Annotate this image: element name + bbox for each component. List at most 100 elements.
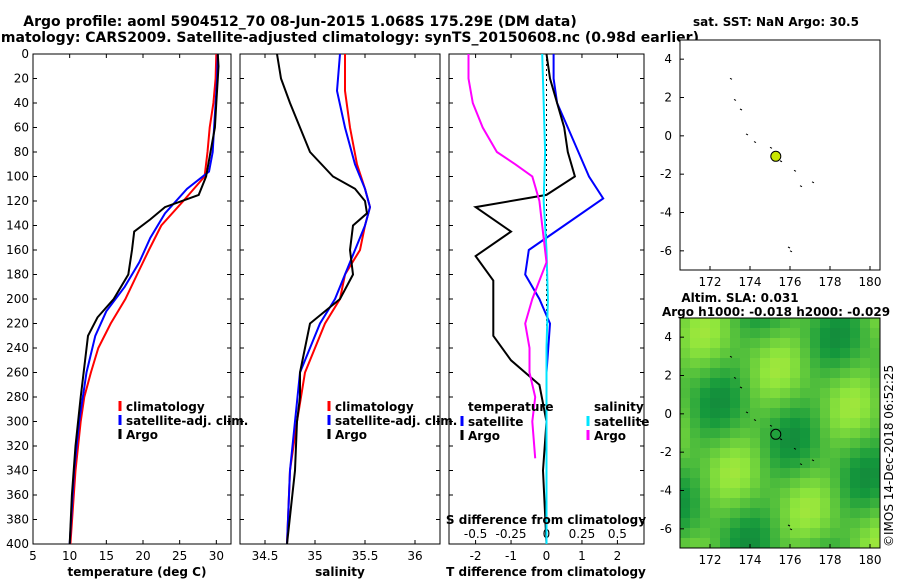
sla-cell [760, 348, 771, 359]
xtick-label: 178 [819, 553, 842, 567]
sla-cell [860, 428, 871, 439]
island-mark [733, 376, 737, 379]
sla-cell [710, 388, 721, 399]
sla-cell [800, 508, 811, 519]
xtick-label: 172 [699, 275, 722, 289]
sla-cell [760, 388, 771, 399]
sla-cell [850, 438, 861, 449]
sla-cell [820, 368, 831, 379]
sla-cell [710, 498, 721, 509]
sla-cell [740, 398, 751, 409]
sla-cell [760, 358, 771, 369]
sla-cell [690, 318, 701, 329]
ytick-label: 240 [6, 341, 29, 355]
island-mark [793, 447, 797, 450]
legend-s-satellite: satellite [594, 415, 649, 429]
sla-cell [840, 488, 851, 499]
sst_map-panel: 172 174 176 178 180 4 2 0 -2 -4 -6 [660, 39, 881, 289]
island-mark [739, 108, 743, 111]
sla-cell [790, 358, 801, 369]
sla-cell [810, 408, 821, 419]
sla-cell [700, 488, 711, 499]
sla-cell [720, 318, 731, 329]
sla-cell [830, 378, 841, 389]
xtick-label: 36 [407, 549, 422, 563]
sla-cell [830, 538, 841, 549]
xtick-label: 10 [62, 549, 77, 563]
island-mark [753, 141, 757, 144]
sla-cell [710, 508, 721, 519]
sla-cell [860, 478, 871, 489]
sla-cell [690, 328, 701, 339]
sla-cell [840, 368, 851, 379]
sla-cell [840, 398, 851, 409]
figure-title-line1: Argo profile: aoml 5904512_70 08-Jun-201… [23, 14, 576, 30]
sla-cell [720, 388, 731, 399]
sla-cell [790, 488, 801, 499]
xtick-top-label: 0.5 [608, 527, 627, 541]
ytick-label: 120 [6, 194, 29, 208]
sla-cell [730, 468, 741, 479]
sla-cell [840, 498, 851, 509]
ytick-label: 260 [6, 366, 29, 380]
sla-cell [690, 448, 701, 459]
xtick-label: 35 [307, 549, 322, 563]
sla-cell [850, 448, 861, 459]
temperature-series-climatology [69, 53, 218, 545]
sla-cell [680, 468, 691, 479]
sla-cell [720, 478, 731, 489]
ytick-label: 2 [664, 91, 672, 105]
sla-cell [720, 488, 731, 499]
sla-cell [680, 338, 691, 349]
sla-cell [750, 378, 761, 389]
sla-cell [820, 518, 831, 529]
sla-cell [770, 478, 781, 489]
sla-cell [810, 478, 821, 489]
sla-cell [790, 528, 801, 539]
xtick-top-label: 0.25 [569, 527, 596, 541]
sla-cell [690, 398, 701, 409]
sla-cell [720, 458, 731, 469]
ytick-label: 2 [664, 369, 672, 383]
temperature-panel: 0 20 40 60 80 100 120 140 160 180 200 220 240 260 280 3… [6, 47, 232, 563]
sla-cell [870, 328, 881, 339]
sla-cell [740, 478, 751, 489]
sla-cell [700, 418, 711, 429]
ytick-label: 4 [664, 330, 672, 344]
sla-cell [850, 378, 861, 389]
sla-cell [810, 518, 821, 529]
sla-cell [680, 318, 691, 329]
sla-cell [860, 328, 871, 339]
sla-cell [870, 368, 881, 379]
sla-cell [740, 388, 751, 399]
sla-cell [770, 508, 781, 519]
sla-cell [850, 398, 861, 409]
sla-cell [810, 448, 821, 459]
sla-cell [830, 388, 841, 399]
sla-cell [840, 508, 851, 519]
salinity-series-argo [276, 53, 369, 545]
xtick-top-label: -0.25 [496, 527, 527, 541]
sla-cell [840, 328, 851, 339]
sla-cell [810, 418, 821, 429]
sla-cell [800, 518, 811, 529]
difference-series-s-satellite [541, 53, 549, 544]
sla-cell [860, 518, 871, 529]
argo-position-marker [770, 150, 782, 162]
sla-cell [740, 408, 751, 419]
sla-cell [790, 398, 801, 409]
sla-cell [840, 388, 851, 399]
sla-cell [720, 358, 731, 369]
sla-cell [810, 458, 821, 469]
sla-cell [780, 438, 791, 449]
sla-cell [770, 408, 781, 419]
ytick-label: 60 [14, 121, 29, 135]
sla-cell [850, 388, 861, 399]
sla-cell [730, 458, 741, 469]
sla-cell [730, 318, 741, 329]
sla-cell [750, 328, 761, 339]
sla-cell [850, 328, 861, 339]
sla_map-panel: 172 174 176 178 180 4 2 0 -2 -4 -6 [660, 317, 881, 567]
sla-cell [810, 488, 821, 499]
